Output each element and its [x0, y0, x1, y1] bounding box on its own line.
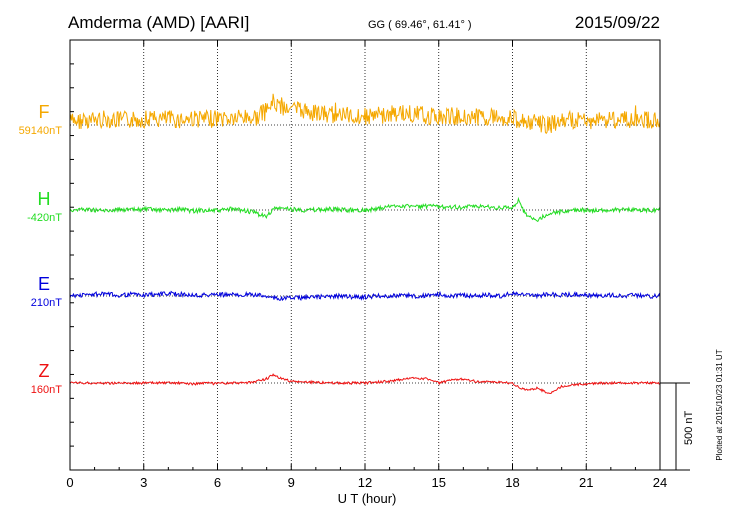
plot-date: 2015/09/22: [575, 13, 660, 32]
component-name-f: F: [39, 102, 50, 122]
component-labels: F 59140nT H -420nT E 210nT Z 160nT: [19, 102, 63, 396]
component-traces: [69, 93, 661, 395]
x-tick-label: 18: [505, 475, 519, 490]
x-tick-label: 6: [214, 475, 221, 490]
baseline-value-e: 210nT: [31, 297, 62, 309]
x-tick-label: 21: [579, 475, 593, 490]
x-axis-label: U T (hour): [338, 491, 397, 506]
x-tick-label: 0: [66, 475, 73, 490]
x-tick-label: 24: [653, 475, 667, 490]
baseline-value-h: -420nT: [27, 212, 62, 224]
trace-f: [69, 93, 661, 135]
trace-h: [69, 196, 661, 223]
component-name-e: E: [38, 274, 50, 294]
baseline-value-f: 59140nT: [19, 125, 63, 137]
station-title: Amderma (AMD) [AARI]: [68, 13, 249, 32]
x-tick-label: 3: [140, 475, 147, 490]
plot-frame: [69, 39, 661, 471]
scale-bar: 500 nT: [660, 382, 695, 471]
time-gridlines: [143, 40, 587, 470]
plotted-timestamp: Plotted at 2015/10/23 01:31 UT: [715, 349, 724, 460]
component-name-h: H: [38, 189, 51, 209]
x-axis-ticks: 0 3 6 9 12 15 18 21 24: [66, 40, 667, 490]
baseline-value-z: 160nT: [31, 384, 62, 396]
x-tick-label: 15: [432, 475, 446, 490]
component-name-z: Z: [39, 361, 50, 381]
scale-bar-label: 500 nT: [683, 410, 695, 445]
station-coords: GG ( 69.46°, 61.41° ): [368, 19, 472, 31]
trace-z: [69, 373, 661, 395]
x-tick-label: 12: [358, 475, 372, 490]
trace-e: [69, 290, 661, 302]
x-tick-label: 9: [288, 475, 295, 490]
